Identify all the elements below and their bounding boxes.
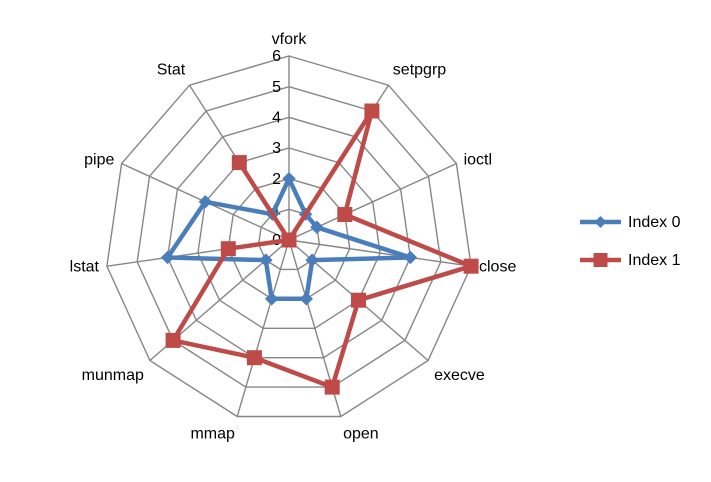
data-point-index-1-open [324, 379, 340, 395]
series-line-index-1 [170, 108, 474, 390]
data-point-index-0-ioctl [310, 220, 324, 234]
category-label-stat: Stat [157, 62, 186, 79]
series-index-1 [165, 103, 479, 395]
category-label-close: close [479, 259, 516, 276]
data-point-index-1-lstat [220, 241, 236, 257]
category-label-mmap: mmap [190, 425, 235, 442]
data-point-index-0-open [299, 292, 313, 306]
category-label-execve: execve [434, 367, 485, 384]
tick-label: 5 [272, 79, 281, 96]
grid-ring-4 [166, 116, 412, 359]
data-point-index-1-execve [351, 292, 366, 308]
category-label-vfork: vfork [272, 31, 308, 48]
spoke-mmap [236, 239, 290, 417]
data-point-index-0-munmap [259, 253, 273, 267]
category-labels: vfork setpgrp ioctl close execve open mmap munm… [70, 31, 517, 442]
legend-item-index-1: Index 1 [580, 252, 681, 269]
legend-label-index-1: Index 1 [628, 252, 681, 269]
category-label-munmap: munmap [82, 367, 144, 384]
legend-item-index-0: Index 0 [580, 214, 681, 231]
category-label-lstat: lstat [70, 259, 100, 276]
category-label-setpgrp: setpgrp [393, 62, 446, 79]
tick-label: 6 [272, 48, 281, 65]
data-point-index-1-mmap [246, 350, 262, 366]
category-label-pipe: pipe [84, 151, 114, 168]
data-point-index-0-close [403, 250, 418, 265]
legend-label-index-0: Index 0 [628, 214, 681, 231]
category-label-ioctl: ioctl [464, 151, 492, 168]
data-point-index-1-munmap [165, 332, 181, 348]
data-point-index-1-pipe [281, 232, 297, 248]
tick-label: 3 [272, 140, 281, 157]
data-point-index-1-setpgrp [364, 103, 380, 119]
data-point-index-0-pipe [198, 195, 213, 209]
data-point-index-1-close [463, 258, 479, 274]
data-point-index-1-ioctl [337, 207, 353, 222]
legend: Index 0 Index 1 [580, 214, 681, 269]
tick-label: 2 [272, 171, 281, 188]
grid-ring-5 [136, 85, 442, 388]
grid-ring-6 [106, 55, 472, 418]
category-label-open: open [343, 425, 379, 442]
data-point-index-0-vfork [282, 171, 296, 186]
legend-marker-index-0 [594, 216, 607, 228]
grid-ring-3 [197, 147, 381, 329]
data-series [160, 103, 479, 395]
data-point-index-0-execve [305, 253, 319, 267]
tick-label: 4 [272, 110, 281, 127]
data-point-index-1-stat [231, 155, 247, 171]
data-point-index-0-lstat [160, 250, 175, 265]
series-index-0 [160, 171, 418, 306]
spoke-close [288, 239, 472, 267]
legend-marker-index-1 [593, 253, 608, 267]
data-point-index-0-mmap [265, 292, 279, 306]
